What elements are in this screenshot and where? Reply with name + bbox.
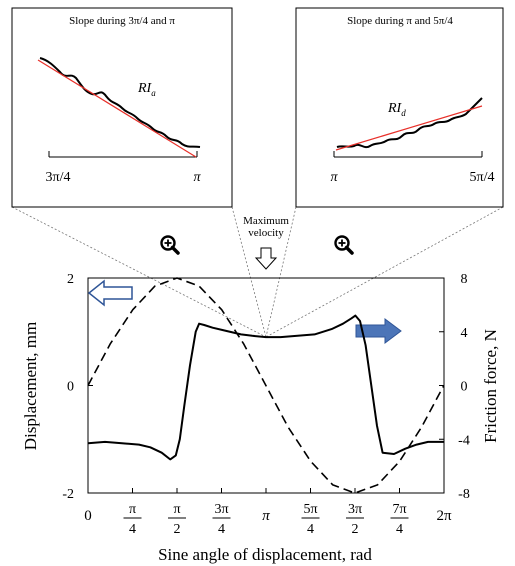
x-tick-label-num: 3π	[348, 502, 362, 517]
x-tick-label-den: 4	[307, 522, 314, 537]
x-tick-label-num: 3π	[214, 502, 228, 517]
x-tick-label-num: 7π	[392, 502, 406, 517]
x-tick-label-den: 2	[352, 522, 359, 537]
filled-arrow-right	[355, 318, 402, 344]
x-tick-label-den: 2	[174, 522, 181, 537]
y-right-tick-label: 4	[461, 326, 468, 341]
friction-line	[87, 314, 444, 461]
inset-right-xlabel-left: π	[330, 170, 338, 185]
inset-left-xlabel-right: π	[193, 170, 201, 185]
x-tick-label-den: 4	[129, 522, 136, 537]
inset-left-fit	[37, 59, 197, 158]
inset-left-xlabel-left: 3π/4	[46, 170, 71, 185]
x-tick-label: 2π	[436, 508, 452, 524]
inset-right-title: Slope during π and 5π/4	[347, 15, 453, 27]
inset-right-xlabel-right: 5π/4	[470, 170, 495, 185]
tick-layer: 0 π 4 π 2 3π 4 π 5π 4 3π 2 7π 4 2π 2 0 -2 8 4 0 -4 -8	[62, 272, 470, 537]
x-axis-label: Sine angle of displacement, rad	[158, 545, 372, 564]
inset-left: Slope during 3π/4 and π RIa 3π/4 π	[11, 7, 233, 208]
y-right-tick-label: -8	[458, 487, 470, 502]
inset-right-curve	[336, 97, 483, 149]
inset-left-title: Slope during 3π/4 and π	[69, 15, 175, 27]
down-arrow-icon	[254, 247, 278, 270]
inset-left-ri: RIa	[137, 81, 156, 98]
y-left-tick-label: 2	[67, 272, 74, 287]
x-tick-label-num: π	[173, 502, 180, 517]
inset-left-curve	[39, 57, 201, 148]
x-tick-label-num: π	[129, 502, 136, 517]
hollow-arrow-left	[87, 279, 133, 307]
y-right-tick-label: 8	[461, 272, 468, 287]
inset-right: Slope during π and 5π/4 RId π 5π/4	[295, 7, 504, 208]
y-axis-label-right: Friction force, N	[481, 329, 500, 443]
x-tick-label-den: 4	[396, 522, 403, 537]
y-axis-label-left: Displacement, mm	[21, 322, 40, 450]
zoom-guides	[11, 206, 504, 338]
x-tick-label-den: 4	[218, 522, 225, 537]
x-tick-label: 0	[84, 508, 92, 524]
y-left-tick-label: -2	[62, 487, 74, 502]
y-right-tick-label: -4	[458, 433, 470, 448]
max-velocity-label: Maximum velocity	[243, 215, 289, 239]
x-tick-label: π	[262, 508, 270, 524]
displacement-line	[87, 277, 445, 494]
zoom-in-icon	[160, 235, 180, 255]
zoom-in-icon	[334, 235, 354, 255]
inset-right-fit	[335, 105, 483, 151]
x-tick-label-num: 5π	[303, 502, 317, 517]
series-layer	[87, 277, 445, 494]
y-right-tick-label: 0	[461, 380, 468, 395]
inset-right-ri: RId	[387, 101, 406, 118]
y-left-tick-label: 0	[67, 380, 74, 395]
